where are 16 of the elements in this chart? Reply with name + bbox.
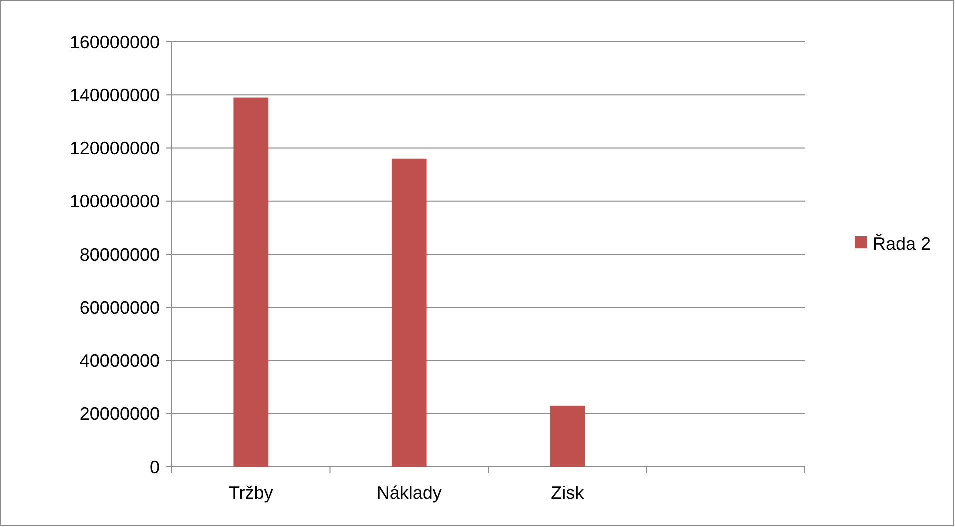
y-tick-label: 160000000 (70, 32, 160, 52)
y-tick-label: 60000000 (80, 298, 160, 318)
y-tick-label: 140000000 (70, 85, 160, 106)
legend-label: Řada 2 (873, 234, 932, 254)
bar (550, 406, 586, 467)
y-tick-label: 120000000 (70, 138, 160, 159)
y-tick-label: 100000000 (70, 192, 160, 212)
x-tick-label: Tržby (228, 483, 274, 503)
bar (392, 158, 427, 467)
bar (234, 98, 269, 467)
y-tick-label: 80000000 (80, 244, 160, 265)
y-tick-label: 0 (150, 457, 160, 478)
y-tick-label: 40000000 (80, 351, 160, 372)
x-tick-label: Náklady (376, 483, 442, 503)
y-tick-label: 20000000 (80, 404, 160, 424)
x-tick-label: Zisk (551, 483, 586, 503)
